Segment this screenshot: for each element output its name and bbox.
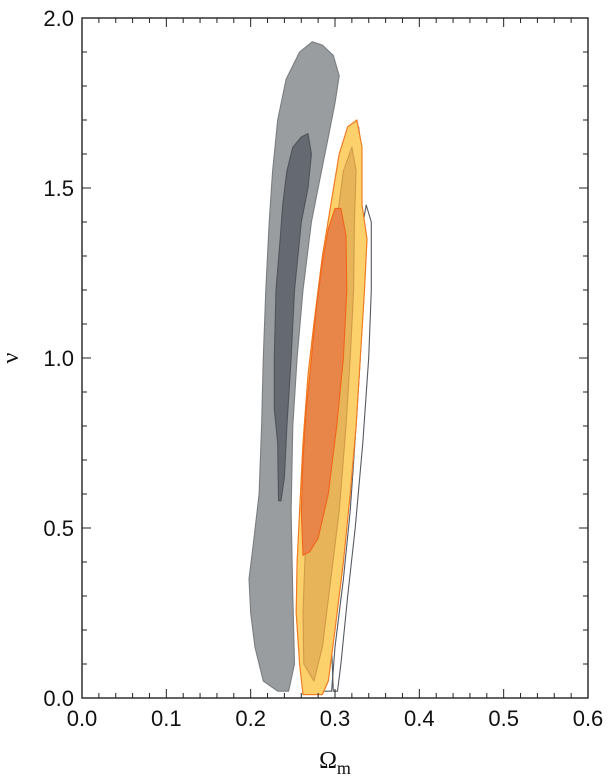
contour-region-2 xyxy=(273,133,312,502)
tick-layer xyxy=(81,17,589,699)
x-tick-label: 0.5 xyxy=(488,706,519,731)
contour-region-7 xyxy=(295,119,368,696)
y-tick-label: 2.0 xyxy=(43,6,74,31)
x-axis-label-main: Ω xyxy=(319,748,337,774)
y-tick-label: 1.0 xyxy=(43,346,74,371)
x-tick-label: 0.0 xyxy=(67,706,98,731)
x-axis-label-subscript: m xyxy=(337,758,351,778)
contour-region-8 xyxy=(300,207,348,556)
x-tick-label: 0.1 xyxy=(151,706,182,731)
x-tick-label: 0.4 xyxy=(404,706,435,731)
y-tick-label: 1.5 xyxy=(43,176,74,201)
x-tick-label: 0.3 xyxy=(320,706,351,731)
x-tick-label: 0.2 xyxy=(235,706,266,731)
y-tick-label: 0.0 xyxy=(43,686,74,711)
x-axis-label: Ωm xyxy=(319,748,351,778)
y-tick-label: 0.5 xyxy=(43,516,74,541)
tick-label-layer: 0.0 0.1 0.2 0.3 0.4 0.5 0.6 0.0 0.5 1.0 1.5 2.0 xyxy=(43,6,603,731)
contour-layer xyxy=(248,41,372,696)
y-axis-label: ν xyxy=(0,352,24,363)
x-tick-label: 0.6 xyxy=(573,706,604,731)
contour-region-1 xyxy=(248,41,340,692)
